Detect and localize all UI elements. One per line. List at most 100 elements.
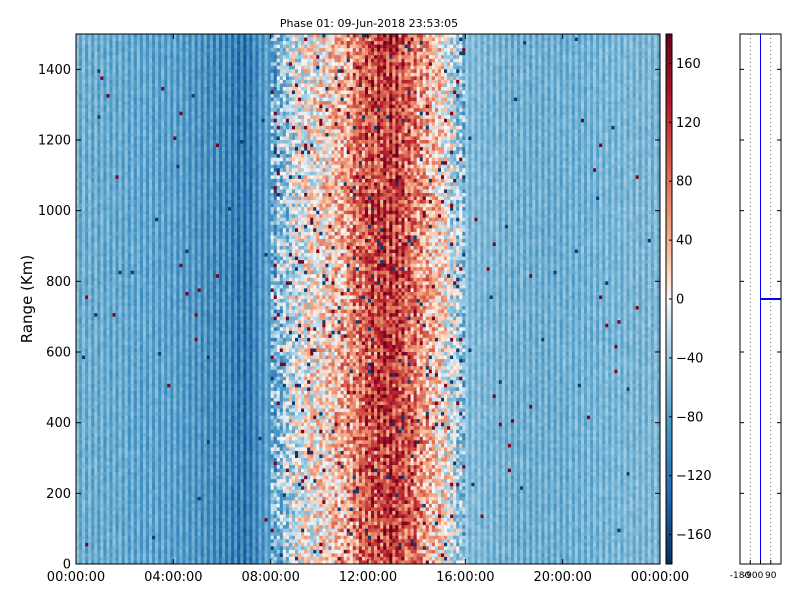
heatmap-cell [91,377,94,381]
heatmap-cell [140,451,143,455]
heatmap-cell [131,274,134,278]
heatmap-cell [113,458,116,462]
heatmap-cell [103,225,106,229]
heatmap-cell [158,179,161,183]
heatmap-cell [100,55,103,59]
heatmap-cell [125,154,128,158]
heatmap-cell [134,253,137,257]
heatmap-cell [103,345,106,349]
heatmap-cell [161,356,164,360]
heatmap-cell [146,239,149,243]
heatmap-cell [106,522,109,526]
heatmap-cell [152,80,155,84]
heatmap-cell [137,126,140,130]
heatmap-cell [149,384,152,388]
heatmap-cell [122,469,125,473]
heatmap-cell [128,94,131,98]
heatmap-cell [103,500,106,504]
heatmap-cell [94,221,97,225]
heatmap-cell [134,423,137,427]
heatmap-cell [76,324,79,328]
heatmap-cell [109,303,112,307]
heatmap-cell [137,271,140,275]
heatmap-cell [149,327,152,331]
heatmap-cell [94,151,97,155]
heatmap-cell [173,204,176,208]
heatmap-cell [97,412,100,416]
heatmap-cell [103,83,106,87]
heatmap-cell [146,59,149,63]
heatmap-cell [152,288,155,292]
heatmap-cell [76,412,79,416]
heatmap-cell [122,200,125,204]
heatmap-cell [106,250,109,254]
heatmap-cell [103,391,106,395]
heatmap-cell [119,373,122,377]
heatmap-cell [155,433,158,437]
heatmap-cell [97,398,100,402]
heatmap-cell [146,557,149,561]
heatmap-cell [100,232,103,236]
heatmap-cell [158,310,161,314]
heatmap-cell [176,105,179,109]
heatmap-cell [170,416,173,420]
heatmap-cell [155,292,158,296]
heatmap-cell [119,320,122,324]
heatmap-cell [146,62,149,66]
heatmap-cell [170,366,173,370]
heatmap-cell [161,211,164,215]
heatmap-cell [88,292,91,296]
heatmap-cell [137,154,140,158]
heatmap-cell [137,398,140,402]
heatmap-cell [128,182,131,186]
heatmap-cell [125,122,128,126]
heatmap-cell [109,532,112,536]
heatmap-cell [119,405,122,409]
heatmap-cell [103,211,106,215]
heatmap-cell [131,348,134,352]
heatmap-cell [103,91,106,95]
heatmap-cell [91,366,94,370]
heatmap-cell [103,151,106,155]
heatmap-cell [143,225,146,229]
heatmap-cell [161,334,164,338]
heatmap-cell [106,430,109,434]
heatmap-cell [97,161,100,165]
heatmap-cell [152,45,155,49]
heatmap-cell [76,511,79,515]
heatmap-cell [158,119,161,123]
heatmap-cell [155,295,158,299]
heatmap-cell [97,182,100,186]
heatmap-cell [152,546,155,550]
heatmap-cell [122,317,125,321]
heatmap-cell [128,317,131,321]
heatmap-cell [170,83,173,87]
heatmap-cell [143,105,146,109]
heatmap-cell [106,214,109,218]
heatmap-cell [79,112,82,116]
heatmap-cell [134,444,137,448]
heatmap-cell [152,352,155,356]
heatmap-cell [161,101,164,105]
heatmap-cell [119,550,122,554]
heatmap-cell [131,161,134,165]
heatmap-cell [158,546,161,550]
heatmap-cell [140,285,143,289]
heatmap-cell [155,409,158,413]
heatmap-cell [106,359,109,363]
heatmap-cell [109,384,112,388]
heatmap-cell [155,440,158,444]
heatmap-cell [79,377,82,381]
heatmap-cell [119,115,122,119]
heatmap-cell [146,479,149,483]
heatmap-cell [113,292,116,296]
heatmap-cell [170,158,173,162]
heatmap-cell [91,515,94,519]
heatmap-cell [97,416,100,420]
heatmap-cell [113,38,116,42]
heatmap-cell [79,359,82,363]
heatmap-cell [152,235,155,239]
heatmap-cell [122,161,125,165]
heatmap-cell [146,101,149,105]
heatmap-cell [131,182,134,186]
